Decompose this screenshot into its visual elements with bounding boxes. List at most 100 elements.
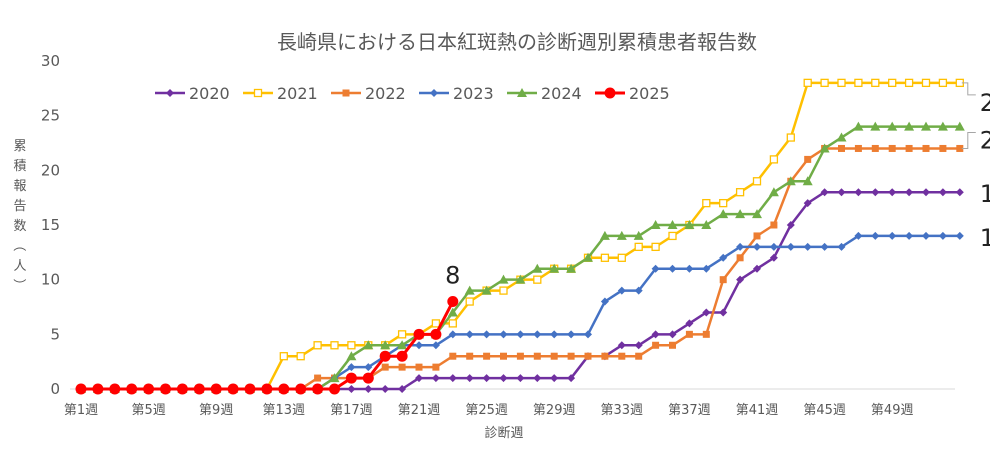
legend-label: 2025: [629, 84, 670, 103]
data-point: [650, 220, 661, 229]
data-point: [279, 352, 288, 361]
data-point: [922, 144, 930, 152]
data-point: [905, 188, 914, 197]
data-point: [329, 383, 340, 395]
data-point: [888, 144, 896, 152]
data-point: [532, 263, 543, 273]
data-point: [397, 330, 407, 339]
data-point: [347, 341, 356, 350]
data-point: [803, 199, 812, 208]
data-point: [837, 242, 846, 251]
data-point: [633, 230, 644, 240]
data-point: [415, 374, 423, 383]
data-point: [584, 352, 592, 360]
data-point: [381, 363, 389, 371]
data-point: [803, 78, 812, 88]
series-line: [81, 234, 960, 391]
x-tick-label: 第13週: [263, 403, 306, 418]
data-point: [549, 263, 560, 273]
data-point: [516, 330, 525, 339]
data-point: [719, 198, 728, 208]
data-point: [634, 242, 643, 252]
data-point: [651, 330, 660, 339]
y-axis-label-char: 人: [13, 259, 26, 274]
data-point: [905, 231, 914, 240]
data-point: [820, 242, 829, 251]
data-point: [415, 363, 423, 371]
data-point: [871, 144, 879, 152]
data-point: [838, 144, 845, 152]
data-point: [448, 319, 457, 328]
data-point: [938, 231, 947, 240]
data-point: [871, 231, 880, 240]
data-point: [719, 276, 727, 284]
data-point: [736, 275, 745, 284]
data-point: [431, 319, 441, 328]
x-tick-label: 第29週: [533, 403, 576, 418]
data-point: [955, 188, 964, 197]
data-point: [500, 352, 507, 360]
y-axis-label-char: 報: [13, 179, 26, 194]
legend-label: 2023: [453, 84, 494, 103]
legend-label: 2024: [541, 84, 582, 103]
data-point: [904, 78, 914, 88]
data-point: [802, 176, 813, 186]
data-point: [176, 383, 188, 395]
y-tick-label: 30: [41, 52, 60, 70]
data-point: [669, 341, 676, 349]
end-label-leader: [961, 131, 976, 149]
data-point: [905, 144, 913, 152]
data-point: [499, 286, 508, 295]
data-point: [752, 177, 762, 186]
legend-item: 2025: [595, 84, 670, 103]
data-point: [430, 328, 442, 340]
data-point: [193, 383, 205, 395]
end-label-2025: 8: [445, 262, 460, 290]
data-point: [785, 176, 796, 186]
data-point: [769, 155, 779, 164]
data-point: [685, 264, 694, 273]
data-point: [448, 374, 457, 383]
data-point: [448, 330, 457, 339]
data-point: [635, 352, 643, 360]
data-point: [853, 121, 864, 131]
data-point: [464, 285, 475, 295]
data-point: [166, 89, 174, 97]
data-point: [346, 351, 357, 361]
data-point: [634, 286, 643, 295]
y-axis-ticks: 0 5 10 15 20 25 30: [41, 52, 60, 398]
y-axis-label-char: 数: [13, 219, 26, 234]
y-tick-label: 10: [41, 271, 60, 289]
data-point: [887, 121, 898, 131]
legend-item: 2021: [243, 84, 318, 103]
data-point: [922, 231, 930, 240]
x-tick-label: 第1週: [64, 403, 98, 418]
data-point: [381, 385, 390, 393]
data-point: [667, 220, 678, 229]
data-point: [786, 133, 795, 142]
data-point: [396, 350, 408, 362]
end-label-leader: [961, 82, 976, 96]
data-point: [651, 242, 660, 252]
y-axis-label-char: ）: [11, 278, 26, 291]
data-point: [432, 363, 440, 371]
data-point: [702, 198, 711, 208]
data-point: [516, 352, 524, 360]
data-point: [753, 242, 761, 251]
data-point: [955, 231, 964, 240]
data-point: [786, 221, 795, 229]
data-point: [701, 220, 712, 229]
x-tick-label: 第25週: [465, 403, 508, 418]
data-point: [599, 230, 610, 240]
data-point: [735, 188, 745, 197]
data-point: [601, 352, 609, 360]
data-point: [566, 263, 577, 273]
data-point: [465, 374, 474, 383]
series-2024: [76, 121, 965, 393]
data-point: [836, 132, 847, 142]
data-point: [533, 352, 541, 360]
data-point: [837, 78, 846, 88]
data-point: [447, 307, 458, 317]
